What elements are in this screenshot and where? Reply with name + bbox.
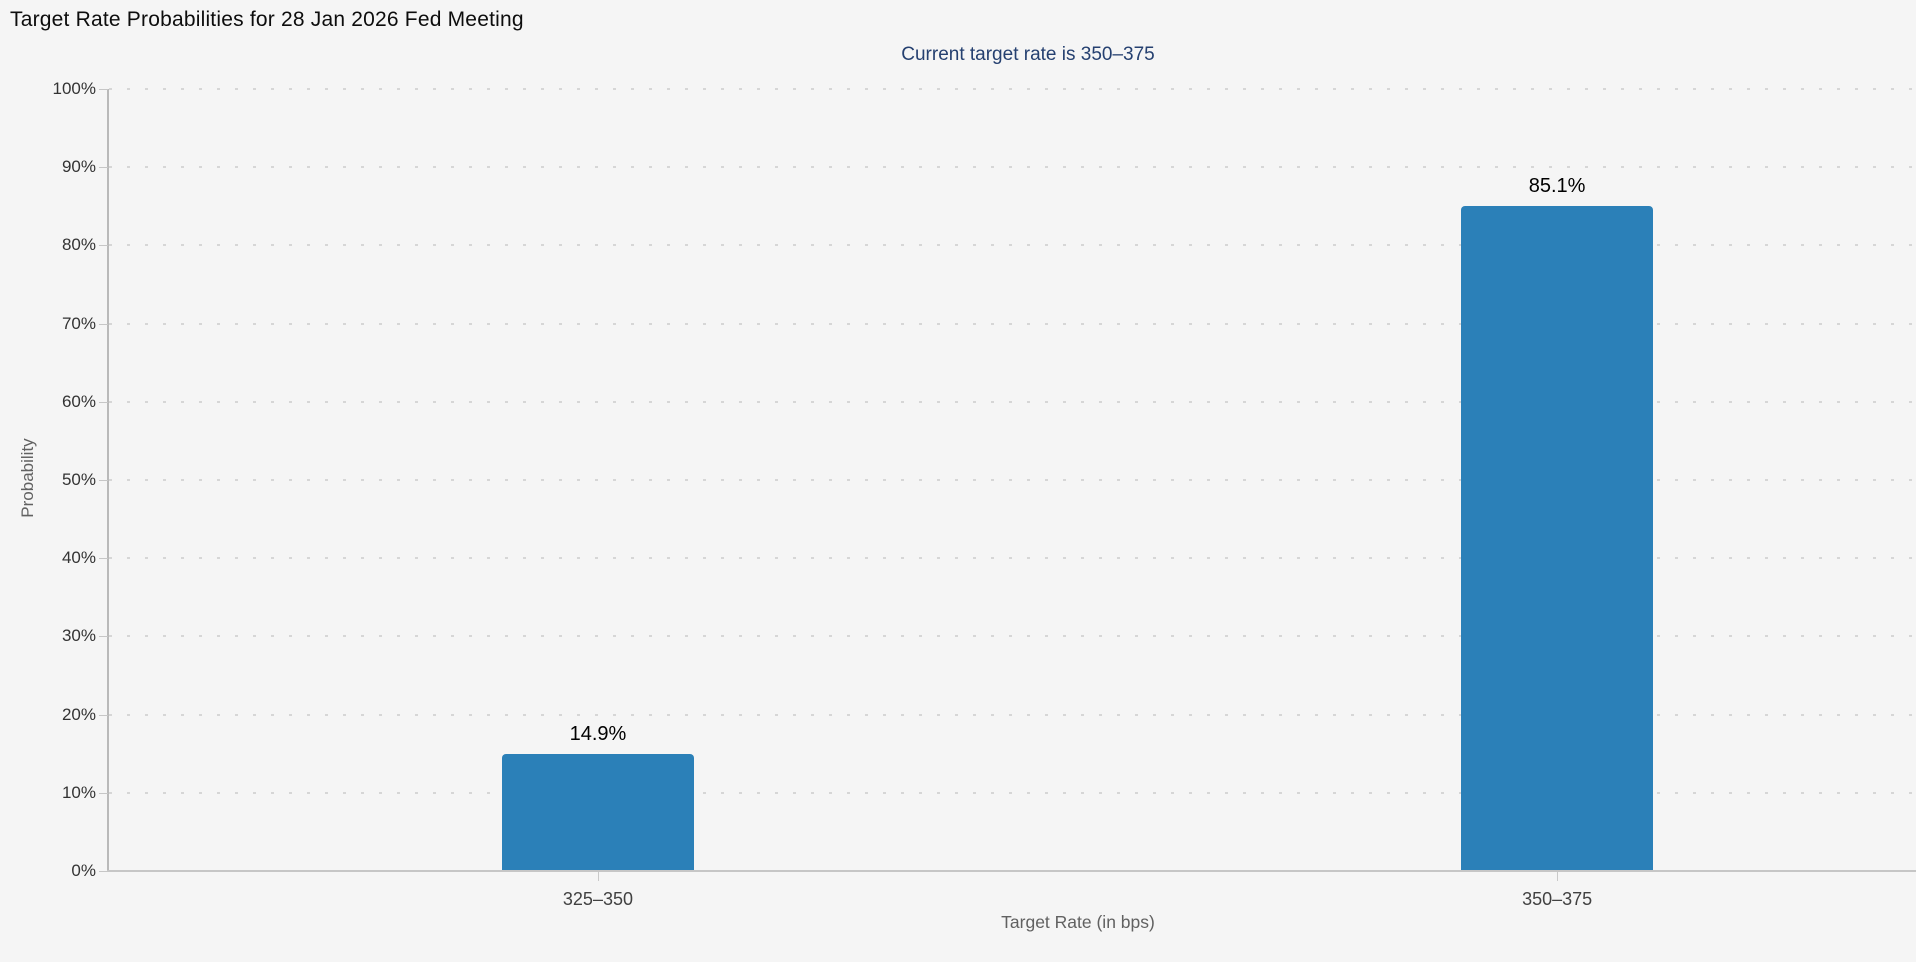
bar-value-label: 85.1% bbox=[1528, 174, 1586, 197]
y-axis-tick bbox=[99, 245, 108, 247]
gridline-horizontal bbox=[109, 322, 1916, 325]
gridline-horizontal bbox=[109, 635, 1916, 638]
y-axis-tick-label: 0% bbox=[71, 861, 96, 880]
y-axis-tick bbox=[99, 323, 108, 325]
x-axis-category-label: 350–375 bbox=[1522, 889, 1593, 909]
y-axis-title: Probability bbox=[18, 438, 37, 518]
bar-value-label: 14.9% bbox=[569, 723, 627, 746]
y-axis-tick bbox=[99, 558, 108, 560]
y-axis-line bbox=[107, 89, 109, 872]
gridline-horizontal bbox=[109, 791, 1916, 794]
y-axis-tick-label: 30% bbox=[61, 626, 96, 646]
gridline-horizontal bbox=[109, 244, 1916, 247]
y-axis-tick bbox=[99, 480, 108, 481]
y-axis-tick bbox=[99, 871, 108, 872]
gridline-horizontal bbox=[109, 557, 1916, 560]
gridline-horizontal bbox=[109, 88, 1916, 90]
gridline-horizontal bbox=[109, 479, 1916, 481]
y-axis-tick bbox=[99, 714, 108, 716]
gridline-horizontal bbox=[109, 166, 1916, 169]
x-axis-tick bbox=[1557, 872, 1559, 881]
x-axis-category-label: 325–350 bbox=[562, 889, 633, 909]
gridline-horizontal bbox=[109, 400, 1916, 403]
y-axis-tick-label: 40% bbox=[61, 548, 96, 568]
y-axis-tick bbox=[99, 89, 108, 90]
y-axis-tick-label: 20% bbox=[61, 704, 96, 724]
y-axis-tick bbox=[99, 167, 108, 169]
y-axis-tick-label: 10% bbox=[61, 782, 96, 802]
y-axis-tick bbox=[99, 401, 108, 403]
y-axis-tick-label: 80% bbox=[61, 235, 96, 255]
y-axis-tick-label: 90% bbox=[61, 157, 96, 177]
y-axis-tick-label: 60% bbox=[61, 391, 96, 411]
chart-subtitle: Current target rate is 350–375 bbox=[901, 44, 1155, 65]
y-axis-tick-label: 70% bbox=[61, 313, 96, 333]
probability-bar[interactable] bbox=[1461, 205, 1654, 871]
x-axis-title: Target Rate (in bps) bbox=[1001, 912, 1155, 932]
chart-title: Target Rate Probabilities for 28 Jan 202… bbox=[10, 8, 524, 31]
x-axis-tick bbox=[597, 872, 599, 881]
y-axis-tick bbox=[99, 636, 108, 638]
x-axis-line bbox=[107, 870, 1916, 872]
y-axis-tick-label: 50% bbox=[61, 470, 96, 489]
y-axis-tick-label: 100% bbox=[52, 79, 96, 98]
probability-bar[interactable] bbox=[501, 754, 694, 871]
y-axis-tick bbox=[99, 792, 108, 794]
gridline-horizontal bbox=[109, 713, 1916, 716]
